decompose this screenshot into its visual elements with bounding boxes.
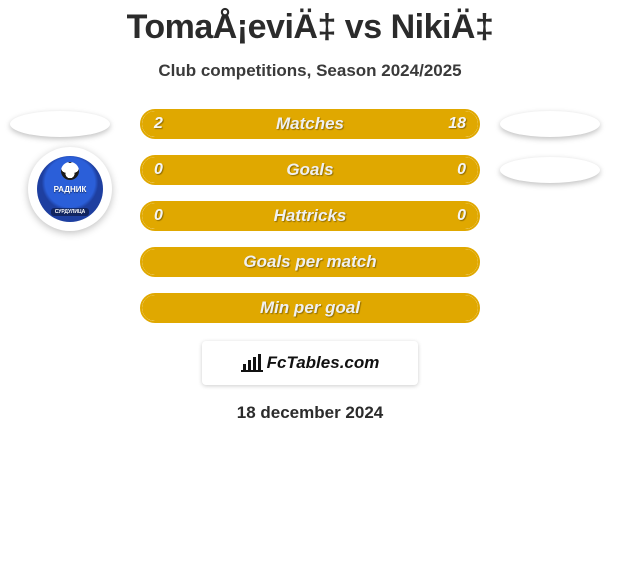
stat-row-matches: 2 Matches 18	[0, 101, 620, 147]
stat-label: Goals	[286, 160, 333, 180]
stat-label: Goals per match	[243, 252, 376, 272]
player-right-oval	[500, 157, 600, 183]
stat-row-mpg: Min per goal	[0, 285, 620, 331]
stat-bar-mpg: Min per goal	[140, 293, 480, 323]
soccer-ball-icon	[61, 162, 79, 180]
stat-right-value: 0	[457, 207, 466, 225]
player-right-oval	[500, 111, 600, 137]
stat-row-gpm: Goals per match	[0, 239, 620, 285]
footer-date: 18 december 2024	[0, 403, 620, 423]
stat-bar-hattricks: 0 Hattricks 0	[140, 201, 480, 231]
left-club-badge: РАДНИК СУРДУЛИЦА	[28, 147, 112, 231]
stat-label: Matches	[276, 114, 344, 134]
brand-text: FcTables.com	[267, 353, 380, 373]
club-badge-subname: СУРДУЛИЦА	[51, 208, 90, 216]
stat-label: Min per goal	[260, 298, 360, 318]
page-subtitle: Club competitions, Season 2024/2025	[0, 61, 620, 81]
stat-left-value: 0	[154, 161, 163, 179]
stat-bar-goals: 0 Goals 0	[140, 155, 480, 185]
stat-bar-matches: 2 Matches 18	[140, 109, 480, 139]
stat-right-value: 0	[457, 161, 466, 179]
page-title: TomaÅ¡eviÄ‡ vs NikiÄ‡	[0, 0, 620, 47]
club-badge-inner: РАДНИК СУРДУЛИЦА	[37, 156, 103, 222]
stat-left-value: 0	[154, 207, 163, 225]
bar-chart-icon	[241, 354, 263, 372]
player-left-oval	[10, 111, 110, 137]
stat-right-value: 18	[448, 115, 466, 133]
brand-box[interactable]: FcTables.com	[202, 341, 418, 385]
stat-bar-gpm: Goals per match	[140, 247, 480, 277]
club-badge-name: РАДНИК	[54, 186, 87, 194]
stat-label: Hattricks	[274, 206, 347, 226]
stat-left-value: 2	[154, 115, 163, 133]
stat-row-goals: РАДНИК СУРДУЛИЦА 0 Goals 0	[0, 147, 620, 193]
